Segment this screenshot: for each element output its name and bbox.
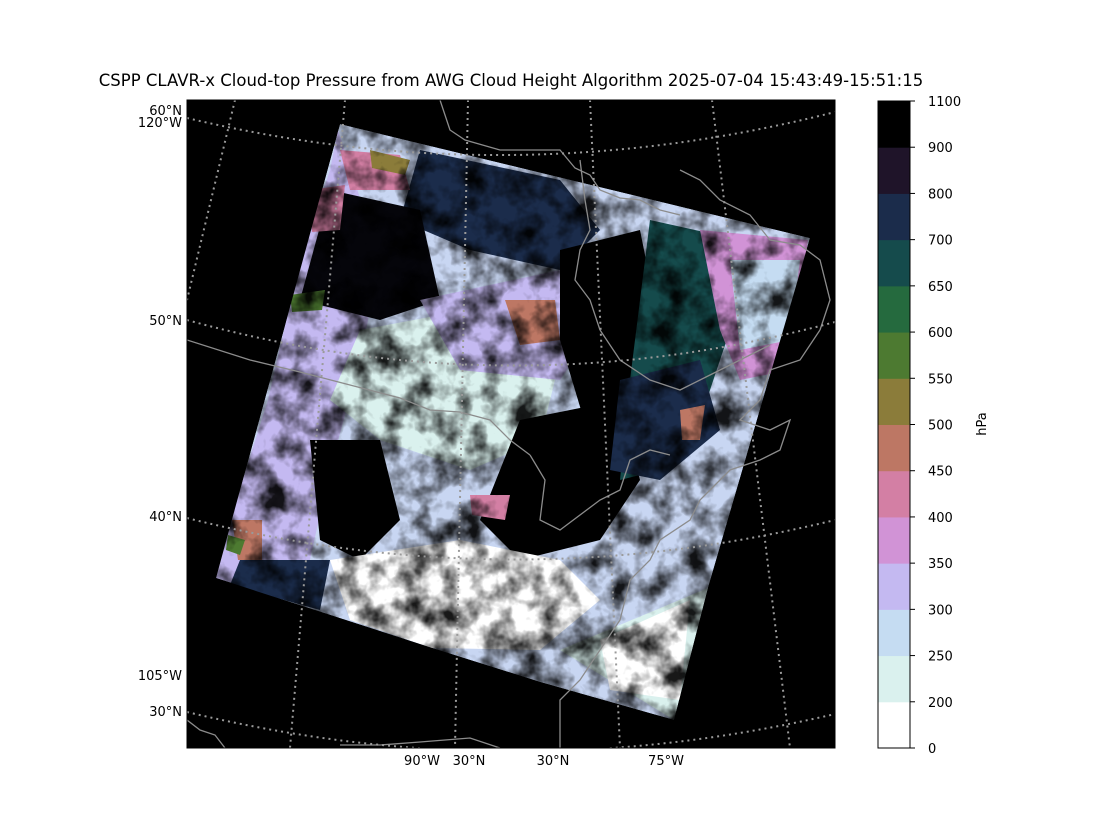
figure-title: CSPP CLAVR-x Cloud-top Pressure from AWG…	[99, 71, 923, 90]
colorbar-tick-label: 400	[928, 511, 953, 526]
colorbar-tick-label: 250	[928, 650, 953, 665]
swath-outside-mask	[187, 100, 835, 748]
colorbar-segment	[878, 701, 910, 749]
label-105w: 105°W	[138, 669, 182, 684]
us-canada-border	[187, 339, 531, 456]
colorbar-segment	[878, 424, 910, 472]
label-30n-bottom-1: 30°N	[453, 754, 486, 769]
southwest-coast	[187, 719, 226, 748]
coastlines	[187, 100, 831, 748]
bottom-axis-labels: 90°W 30°N 30°N 75°W	[404, 754, 684, 769]
colorbar-segment	[878, 378, 910, 425]
colorbar-tick-label: 800	[928, 187, 953, 202]
colorbar-tick-label: 600	[928, 326, 953, 341]
quebec-ontario-border	[574, 159, 601, 331]
map-frame	[186, 99, 836, 749]
map-panel	[187, 100, 835, 748]
label-75w: 75°W	[648, 754, 684, 769]
colorbar-segment	[878, 239, 910, 287]
colorbar-label: hPa	[975, 412, 990, 435]
colorbar-tick-label: 300	[928, 603, 953, 618]
graticule	[187, 100, 835, 748]
colorbar-tick-label: 650	[928, 280, 953, 295]
great-lakes-outline	[529, 449, 671, 531]
colorbar-segment	[878, 193, 910, 241]
colorbar-tick-label: 350	[928, 557, 953, 572]
st-lawrence	[599, 329, 771, 391]
meridian-d	[711, 100, 791, 748]
left-axis-labels: 60°N 120°W 50°N 40°N 105°W 30°N	[138, 104, 182, 720]
colorbar-segment	[878, 101, 910, 148]
colorbar-segment	[878, 563, 910, 610]
colorbar-tick-label: 900	[928, 141, 953, 156]
label-30n: 30°N	[149, 705, 182, 720]
label-60n: 60°N	[149, 104, 182, 119]
meridian-a	[289, 100, 346, 748]
colorbar-segment	[878, 285, 910, 333]
colorbar-tick-label: 1100	[928, 95, 961, 110]
meridian-e	[187, 100, 236, 301]
hudson-bay-coast	[439, 100, 681, 216]
colorbar-segment	[878, 516, 910, 564]
colorbar-tick-label: 700	[928, 234, 953, 249]
colorbar-tick-label: 200	[928, 696, 953, 711]
colorbar-segments	[878, 101, 910, 749]
colorbar-tick-label: 550	[928, 372, 953, 387]
label-50n: 50°N	[149, 314, 182, 329]
colorbar-tick-label: 0	[928, 742, 936, 757]
quebec-coast	[679, 169, 831, 331]
colorbar-tick-label: 450	[928, 465, 953, 480]
label-120w: 120°W	[138, 116, 182, 131]
label-40n: 40°N	[149, 510, 182, 525]
colorbar-segment	[878, 470, 910, 518]
colorbar: 0 200 250 300 350 400 450 500 550 600 650 700 800 900…	[877, 95, 990, 757]
east-coast	[559, 329, 821, 748]
colorbar-segment	[878, 609, 910, 657]
colorbar-segment	[878, 655, 910, 703]
colorbar-tick-label: 500	[928, 419, 953, 434]
colorbar-segment	[878, 332, 910, 379]
label-30n-bottom-2: 30°N	[537, 754, 570, 769]
gulf-coast	[340, 737, 501, 748]
meridian-b	[454, 100, 469, 748]
meridian-c	[589, 100, 621, 748]
colorbar-ticks: 0 200 250 300 350 400 450 500 550 600 650 700 800 900…	[910, 95, 961, 757]
colorbar-segment	[878, 147, 910, 194]
label-90w: 90°W	[404, 754, 440, 769]
